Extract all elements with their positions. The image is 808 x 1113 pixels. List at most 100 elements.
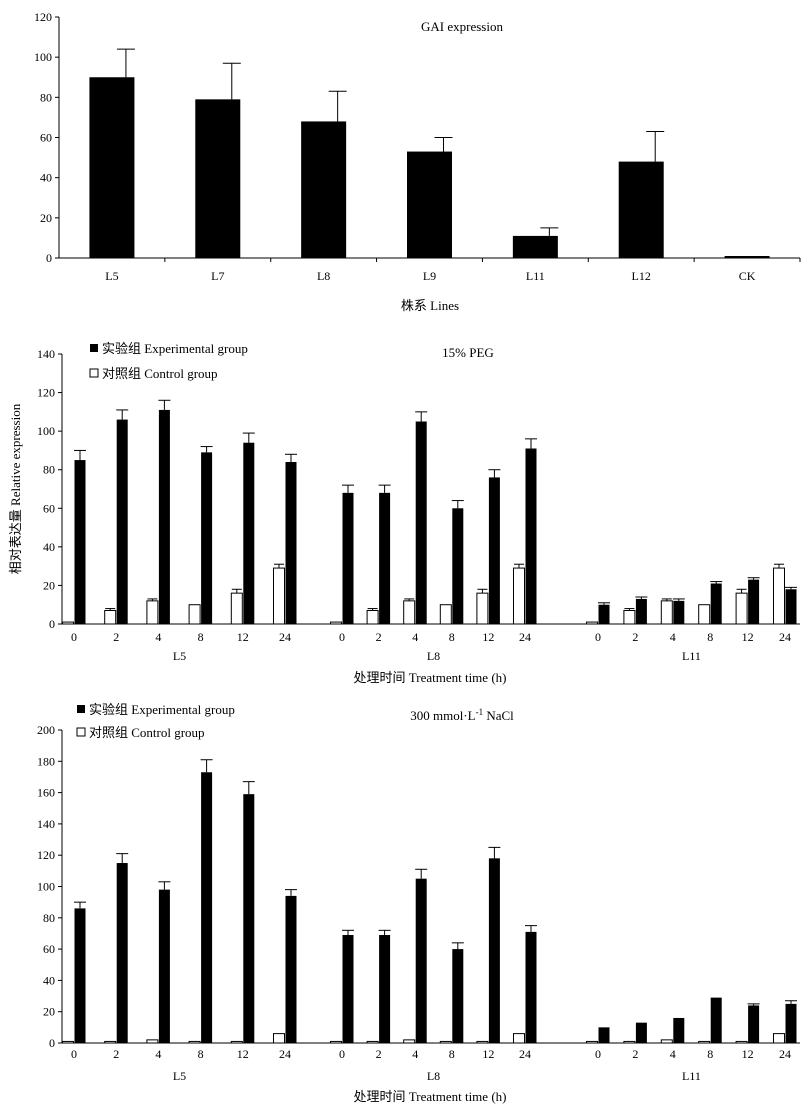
x-axis-label: 处理时间 Treatment time (h) xyxy=(354,1089,507,1104)
x-tick-label: 8 xyxy=(449,630,455,644)
experimental-bar xyxy=(635,598,647,624)
bar xyxy=(195,99,241,258)
experimental-bar xyxy=(452,508,464,624)
experimental-bar xyxy=(158,889,170,1043)
control-bar xyxy=(439,1040,452,1044)
y-tick-label: 100 xyxy=(37,424,55,438)
x-tick-label: 8 xyxy=(449,1047,455,1061)
legend-swatch-experimental xyxy=(77,705,85,713)
control-bar xyxy=(698,1040,711,1044)
x-tick-label: 12 xyxy=(742,1047,754,1061)
y-tick-label: 20 xyxy=(43,1005,55,1019)
x-tick-label: 12 xyxy=(237,1047,249,1061)
y-tick-label: 20 xyxy=(40,211,52,225)
x-tick-label: 2 xyxy=(113,630,119,644)
control-bar xyxy=(273,567,285,625)
chart-title: 300 mmol·L-1 NaCl xyxy=(410,707,514,723)
x-tick-label: 24 xyxy=(779,1047,791,1061)
experimental-bar xyxy=(415,421,427,624)
experimental-bar xyxy=(673,1017,685,1043)
x-tick-label: 12 xyxy=(482,1047,494,1061)
control-bar xyxy=(366,1040,379,1044)
control-bar xyxy=(586,1040,598,1044)
y-tick-label: 60 xyxy=(40,131,52,145)
x-tick-label: 8 xyxy=(707,1047,713,1061)
experimental-bar xyxy=(379,492,391,624)
x-tick-label: 0 xyxy=(595,630,601,644)
y-tick-label: 80 xyxy=(43,911,55,925)
legend-label-experimental: 实验组 Experimental group xyxy=(102,341,248,356)
experimental-bar xyxy=(342,935,354,1043)
bar xyxy=(724,255,770,258)
y-tick-label: 40 xyxy=(40,171,52,185)
legend-swatch-control xyxy=(76,727,86,737)
y-tick-label: 20 xyxy=(43,578,55,592)
control-bar xyxy=(773,567,785,625)
control-bar xyxy=(403,1039,416,1044)
x-tick-label: 0 xyxy=(339,1047,345,1061)
control-bar xyxy=(104,610,117,625)
x-tick-label: 12 xyxy=(742,630,754,644)
x-tick-label: 2 xyxy=(632,1047,638,1061)
y-tick-label: 180 xyxy=(37,754,55,768)
x-tick-label: 24 xyxy=(519,1047,531,1061)
x-axis-label: 处理时间 Treatment time (h) xyxy=(354,670,507,685)
x-tick-label: 2 xyxy=(376,630,382,644)
experimental-bar xyxy=(598,1027,610,1043)
y-tick-label: 80 xyxy=(40,90,52,104)
x-tick-label: 4 xyxy=(670,1047,676,1061)
control-bar xyxy=(735,592,748,625)
y-tick-label: 140 xyxy=(37,817,55,831)
experimental-bar xyxy=(201,772,213,1043)
control-bar xyxy=(62,1040,74,1044)
x-tick-label: CK xyxy=(739,269,756,283)
experimental-bar xyxy=(525,448,537,624)
control-bar xyxy=(660,600,673,625)
control-bar xyxy=(230,1040,243,1044)
x-tick-label: 4 xyxy=(412,630,418,644)
experimental-bar xyxy=(785,589,797,624)
group-label: L5 xyxy=(173,1069,186,1083)
bar xyxy=(618,161,664,258)
x-tick-label: 24 xyxy=(519,630,531,644)
y-tick-label: 100 xyxy=(37,880,55,894)
control-bar xyxy=(773,1033,785,1044)
experimental-bar xyxy=(379,935,391,1043)
experimental-bar xyxy=(710,997,722,1043)
x-tick-label: L8 xyxy=(317,269,330,283)
bar xyxy=(89,77,135,258)
chart-title: GAI expression xyxy=(421,19,503,34)
control-bar xyxy=(366,610,379,625)
experimental-bar xyxy=(415,878,427,1043)
x-tick-label: 12 xyxy=(482,630,494,644)
x-tick-label: 2 xyxy=(632,630,638,644)
x-tick-label: 2 xyxy=(113,1047,119,1061)
control-bar xyxy=(188,1040,201,1044)
experimental-bar xyxy=(201,452,213,624)
x-tick-label: 24 xyxy=(279,1047,291,1061)
control-bar xyxy=(330,621,342,625)
experimental-bar xyxy=(74,460,86,624)
y-tick-label: 0 xyxy=(46,251,52,265)
y-tick-label: 140 xyxy=(37,347,55,361)
control-bar xyxy=(735,1040,748,1044)
x-tick-label: L7 xyxy=(211,269,224,283)
experimental-bar xyxy=(116,863,128,1043)
x-tick-label: 24 xyxy=(779,630,791,644)
experimental-bar xyxy=(243,794,255,1043)
experimental-bar xyxy=(673,600,685,624)
x-tick-label: 24 xyxy=(279,630,291,644)
y-tick-label: 0 xyxy=(49,617,55,631)
y-tick-label: 0 xyxy=(49,1036,55,1050)
group-label: L5 xyxy=(173,649,186,663)
experimental-bar xyxy=(710,583,722,624)
control-bar xyxy=(104,1040,117,1044)
y-tick-label: 200 xyxy=(37,723,55,737)
x-tick-label: 4 xyxy=(670,630,676,644)
control-bar xyxy=(586,621,598,625)
control-bar xyxy=(439,604,452,625)
x-tick-label: 8 xyxy=(198,1047,204,1061)
group-label: L11 xyxy=(682,1069,701,1083)
control-bar xyxy=(330,1040,342,1044)
chart-title-superscript: -1 xyxy=(476,707,484,717)
